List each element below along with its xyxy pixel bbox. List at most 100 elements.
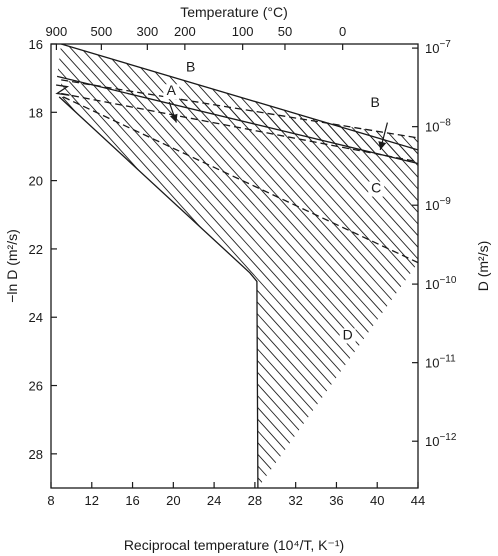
left-axis-title: −ln D (m²/s) [4,229,20,303]
hatch-line [300,96,418,488]
hatch-line [57,44,254,164]
right-tick-exponent: −10 [439,275,456,286]
boundary-line [56,75,418,165]
hatch-line [61,93,296,263]
hatch-line [61,93,418,263]
right-tick-exponent: −11 [439,354,456,365]
region-label-text: A [167,82,177,98]
region-label-text: D [343,326,353,342]
hatch-line [61,93,412,263]
hatch-line [61,93,233,263]
hatch-line [490,24,498,508]
hatch-line [269,96,418,488]
hatch-line [59,96,391,488]
hatch-line [61,93,391,263]
right-tick-base: 10 [425,434,439,449]
y-tick-label: 20 [29,174,43,189]
hatch-line [61,93,370,263]
hatch-line [59,96,170,488]
region-label-C: C [368,180,385,197]
x-tick-label: 44 [411,493,425,508]
hatch-line [61,79,233,162]
hatch-line [61,93,317,263]
hatch-line [57,44,139,164]
hatch-line [59,96,296,488]
hatch-line [61,93,275,263]
top-axis-title: Temperature (°C) [180,4,288,20]
hatch-line [321,79,418,162]
hatch-line [59,96,275,488]
boundary-layer [55,44,418,488]
hatch-line [61,79,418,162]
hatch-line [59,96,307,488]
hatch-line [61,79,223,162]
hatch-line [59,96,212,488]
hatch-line [57,44,212,164]
x-tick-label: 40 [370,493,384,508]
hatch-line [61,79,418,162]
hatch-line [490,24,498,508]
hatch-line [61,79,275,162]
hatch-line [490,24,498,508]
hatch-line [321,93,418,263]
top-tick-label: 0 [339,24,346,39]
hatch-line [57,44,170,164]
hatch-line [80,79,418,162]
region-label-text: B [371,94,380,110]
hatch-line [290,79,418,162]
hatch-line [59,96,233,488]
hatch-line [153,44,418,164]
hatch-line [61,79,181,162]
right-tick-base: 10 [425,41,439,56]
hatch-line [61,93,223,263]
right-tick-exponent: −9 [439,196,451,207]
region-label-B: B [182,58,199,76]
hatch-line [61,93,380,263]
hatch-line [90,79,418,162]
hatch-line [279,79,418,162]
x-tick-label: 8 [47,493,54,508]
x-tick-label: 24 [207,493,221,508]
boundary-line [62,96,418,264]
hatch-line [61,93,418,263]
hatch-line [332,96,418,488]
top-tick-label: 300 [136,24,158,39]
hatch-line [57,44,370,164]
hatch-line [59,96,370,488]
hatch-line [300,93,418,263]
boundary-line [61,44,418,151]
hatch-line [69,79,418,162]
hatch-line [61,79,307,162]
x-tick-label: 12 [85,493,99,508]
x-tick-label: 16 [125,493,139,508]
hatch-line [61,79,380,162]
y-tick-label: 22 [29,242,43,257]
hatch-line [311,44,418,164]
hatch-line [227,79,418,162]
boundary-line [61,92,418,163]
hatch-line [61,93,139,263]
hatch-line [279,96,418,488]
bottom-axis-title: Reciprocal temperature (10⁴/T, K⁻¹) [124,537,344,553]
hatch-line [164,44,418,164]
hatch-line [57,44,380,164]
hatch-line [61,93,244,263]
hatch-line [269,79,418,162]
region-label-bg [339,328,356,344]
hatch-line [290,96,418,488]
hatch-line [59,96,265,488]
hatch-line [61,79,296,162]
hatch-line [111,79,418,162]
right-tick-label: 10−7 [425,39,451,56]
top-tick-label: 50 [278,24,292,39]
right-tick-base: 10 [425,198,439,213]
hatch-line [61,79,418,162]
hatch-line [61,93,359,263]
hatch-line [57,44,275,164]
hatch-line [332,79,418,162]
arrow-head [170,113,178,123]
hatch-line [61,79,254,162]
hatch-line [57,44,317,164]
hatch-line [59,96,418,488]
